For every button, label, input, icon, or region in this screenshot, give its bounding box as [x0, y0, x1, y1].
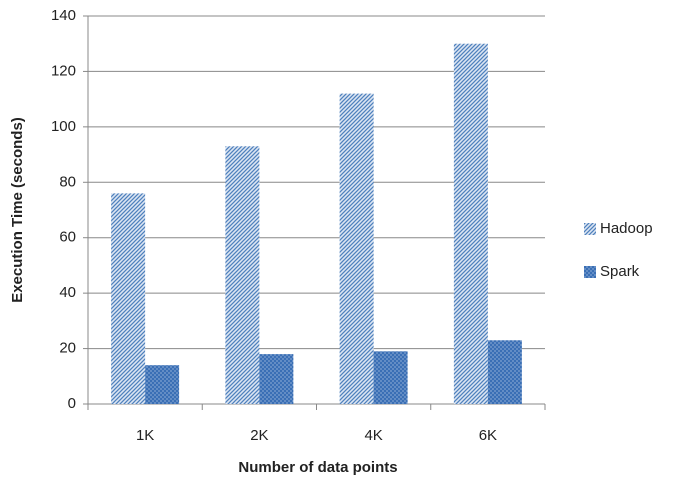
y-tick-label: 120	[51, 62, 76, 79]
y-tick-label: 100	[51, 118, 76, 135]
bar	[111, 193, 146, 404]
y-axis-title: Execution Time (seconds)	[9, 117, 26, 303]
x-tick-label: 6K	[479, 427, 497, 444]
x-tick-label: 1K	[136, 427, 154, 444]
y-tick-label: 0	[68, 395, 76, 412]
y-tick-label: 140	[51, 7, 76, 24]
y-tick-label: 60	[59, 229, 76, 246]
bar	[339, 93, 374, 404]
bar	[487, 340, 522, 404]
legend-label: Spark	[600, 263, 640, 280]
x-axis-title: Number of data points	[238, 459, 397, 476]
bar	[373, 351, 408, 404]
legend-swatch	[584, 266, 596, 278]
legend-label: Hadoop	[600, 220, 653, 237]
bar	[453, 43, 488, 404]
y-tick-label: 80	[59, 173, 76, 190]
legend-swatch	[584, 223, 596, 235]
x-tick-label: 4K	[364, 427, 382, 444]
bar	[145, 365, 180, 404]
x-tick-label: 2K	[250, 427, 268, 444]
bar	[259, 354, 294, 404]
y-tick-label: 20	[59, 340, 76, 357]
bar	[225, 146, 260, 404]
y-tick-label: 40	[59, 284, 76, 301]
